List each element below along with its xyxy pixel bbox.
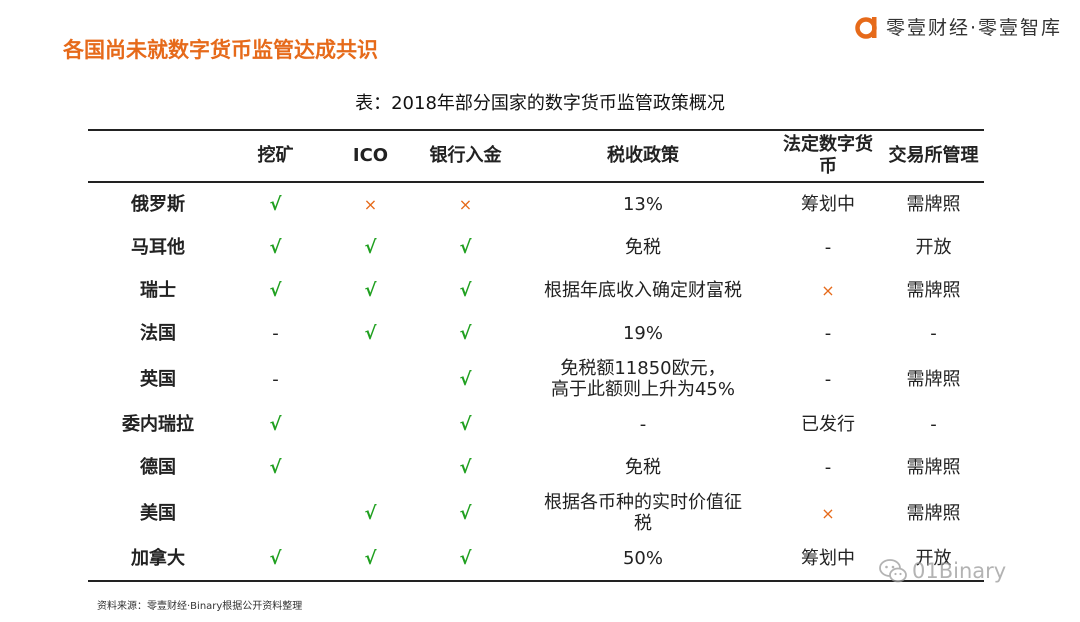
legal-digital-currency-cell: × bbox=[821, 503, 835, 523]
column-header-ico: ICO bbox=[323, 129, 418, 183]
wechat-icon bbox=[879, 559, 907, 583]
column-header-tax-policy: 税收政策 bbox=[513, 129, 773, 183]
tax-policy-line-2: 税 bbox=[634, 513, 652, 534]
table-caption: 表：2018年部分国家的数字货币监管政策概况 bbox=[355, 93, 725, 114]
exchange-management-cell: 需牌照 bbox=[906, 368, 961, 390]
exchange-management-cell: 需牌照 bbox=[906, 457, 961, 478]
ico-cell bbox=[323, 403, 418, 446]
tax-policy-cell: 根据年底收入确定财富税 bbox=[544, 280, 742, 301]
mining-cell: - bbox=[272, 323, 279, 344]
country-cell: 加拿大 bbox=[88, 537, 228, 582]
table-row: 俄罗斯 √ × × 13% 筹划中 需牌照 bbox=[88, 182, 984, 226]
legal-digital-currency-cell: - bbox=[824, 368, 832, 390]
country-cell: 俄罗斯 bbox=[131, 194, 185, 215]
bank-deposit-cell: √ bbox=[459, 368, 472, 390]
tax-policy-cell: 免税 bbox=[625, 457, 661, 478]
bank-deposit-cell: × bbox=[458, 195, 473, 214]
exchange-management-cell: 需牌照 bbox=[906, 502, 961, 524]
ico-cell: √ bbox=[364, 502, 377, 524]
column-header-exchange-management: 交易所管理 bbox=[883, 129, 984, 183]
table-row: 英国 - √ 免税额11850欧元， 高于此额则上升为45% - 需牌照 bbox=[88, 355, 984, 403]
regulation-table: 挖矿 ICO 银行入金 税收政策 法定数字货币 交易所管理 俄罗斯 √ × × … bbox=[88, 129, 984, 582]
tax-policy-line-1: 免税额11850欧元， bbox=[560, 358, 726, 379]
table-header-row: 挖矿 ICO 银行入金 税收政策 法定数字货币 交易所管理 bbox=[88, 129, 984, 183]
bank-deposit-cell: √ bbox=[459, 502, 472, 524]
mining-cell: √ bbox=[269, 414, 282, 435]
bank-deposit-cell: √ bbox=[418, 537, 513, 582]
table-row: 法国 - √ √ 19% - - bbox=[88, 312, 984, 355]
exchange-management-cell: 开放 bbox=[915, 237, 952, 258]
table-row: 马耳他 √ √ √ 免税 - 开放 bbox=[88, 226, 984, 269]
ico-cell: √ bbox=[364, 237, 377, 258]
exchange-management-cell: 需牌照 bbox=[906, 194, 961, 215]
column-header-bank-deposit: 银行入金 bbox=[418, 129, 513, 183]
legal-digital-currency-cell: - bbox=[824, 237, 832, 258]
legal-digital-currency-cell: × bbox=[821, 281, 835, 300]
country-cell: 英国 bbox=[140, 368, 176, 390]
brand-name: 零壹财经·零壹智库 bbox=[885, 17, 1062, 39]
country-cell: 美国 bbox=[140, 502, 176, 524]
table-row: 美国 √ √ 根据各币种的实时价值征 税 × 需牌照 bbox=[88, 489, 984, 537]
brand-header: 零壹财经·零壹智库 bbox=[854, 13, 1062, 40]
legal-digital-currency-cell: - bbox=[824, 323, 832, 344]
column-header-country bbox=[88, 129, 228, 183]
country-cell: 马耳他 bbox=[131, 237, 185, 258]
table-row: 加拿大 √ √ √ 50% 筹划中 开放 bbox=[88, 537, 984, 582]
mining-cell: √ bbox=[269, 457, 282, 478]
tax-policy-cell: - bbox=[639, 414, 647, 435]
column-header-legal-digital-currency: 法定数字货币 bbox=[773, 129, 883, 183]
table-row: 瑞士 √ √ √ 根据年底收入确定财富税 × 需牌照 bbox=[88, 269, 984, 312]
mining-cell bbox=[228, 489, 323, 537]
legal-digital-currency-cell: 已发行 bbox=[801, 414, 855, 435]
exchange-management-cell: - bbox=[930, 414, 937, 435]
bank-deposit-cell: √ bbox=[459, 237, 472, 258]
mining-cell: √ bbox=[228, 537, 323, 582]
mining-cell: √ bbox=[269, 237, 282, 258]
bank-deposit-cell: √ bbox=[459, 457, 472, 478]
tax-policy-cell: 13% bbox=[622, 194, 663, 215]
legal-digital-currency-cell: 筹划中 bbox=[773, 537, 883, 582]
country-cell: 法国 bbox=[140, 323, 176, 344]
table-row: 委内瑞拉 √ √ - 已发行 - bbox=[88, 403, 984, 446]
mining-cell: √ bbox=[269, 280, 282, 301]
country-cell: 委内瑞拉 bbox=[122, 414, 194, 435]
mining-cell: √ bbox=[269, 194, 282, 215]
ico-cell: × bbox=[363, 195, 378, 214]
legal-digital-currency-cell: 筹划中 bbox=[801, 194, 855, 215]
legal-digital-currency-cell: - bbox=[824, 457, 832, 478]
watermark-text: 01Binary bbox=[912, 559, 1007, 583]
watermark: 01Binary bbox=[878, 556, 1006, 586]
page-title: 各国尚未就数字货币监管达成共识 bbox=[63, 38, 378, 62]
bank-deposit-cell: √ bbox=[459, 323, 472, 344]
ico-cell: √ bbox=[364, 323, 377, 344]
exchange-management-cell: 需牌照 bbox=[906, 280, 961, 301]
brand-logo-icon bbox=[855, 16, 877, 39]
tax-policy-cell: 根据各币种的实时价值征 税 bbox=[513, 489, 773, 537]
country-cell: 瑞士 bbox=[140, 280, 176, 301]
ico-cell bbox=[323, 355, 418, 403]
column-header-mining: 挖矿 bbox=[228, 129, 323, 183]
ico-cell: √ bbox=[323, 537, 418, 582]
country-cell: 德国 bbox=[140, 457, 176, 478]
source-note: 资料来源：零壹财经·Binary根据公开资料整理 bbox=[97, 601, 303, 612]
mining-cell: - bbox=[272, 368, 279, 390]
tax-policy-cell: 免税额11850欧元， 高于此额则上升为45% bbox=[513, 355, 773, 403]
bank-deposit-cell: √ bbox=[459, 280, 472, 301]
tax-policy-cell: 50% bbox=[513, 537, 773, 582]
tax-policy-cell: 19% bbox=[622, 323, 663, 344]
ico-cell: √ bbox=[364, 280, 377, 301]
tax-policy-cell: 免税 bbox=[625, 237, 661, 258]
table-row: 德国 √ √ 免税 - 需牌照 bbox=[88, 446, 984, 489]
tax-policy-line-2: 高于此额则上升为45% bbox=[550, 379, 735, 400]
ico-cell bbox=[323, 446, 418, 489]
tax-policy-line-1: 根据各币种的实时价值征 bbox=[544, 492, 742, 513]
exchange-management-cell: - bbox=[930, 323, 937, 344]
bank-deposit-cell: √ bbox=[459, 414, 472, 435]
